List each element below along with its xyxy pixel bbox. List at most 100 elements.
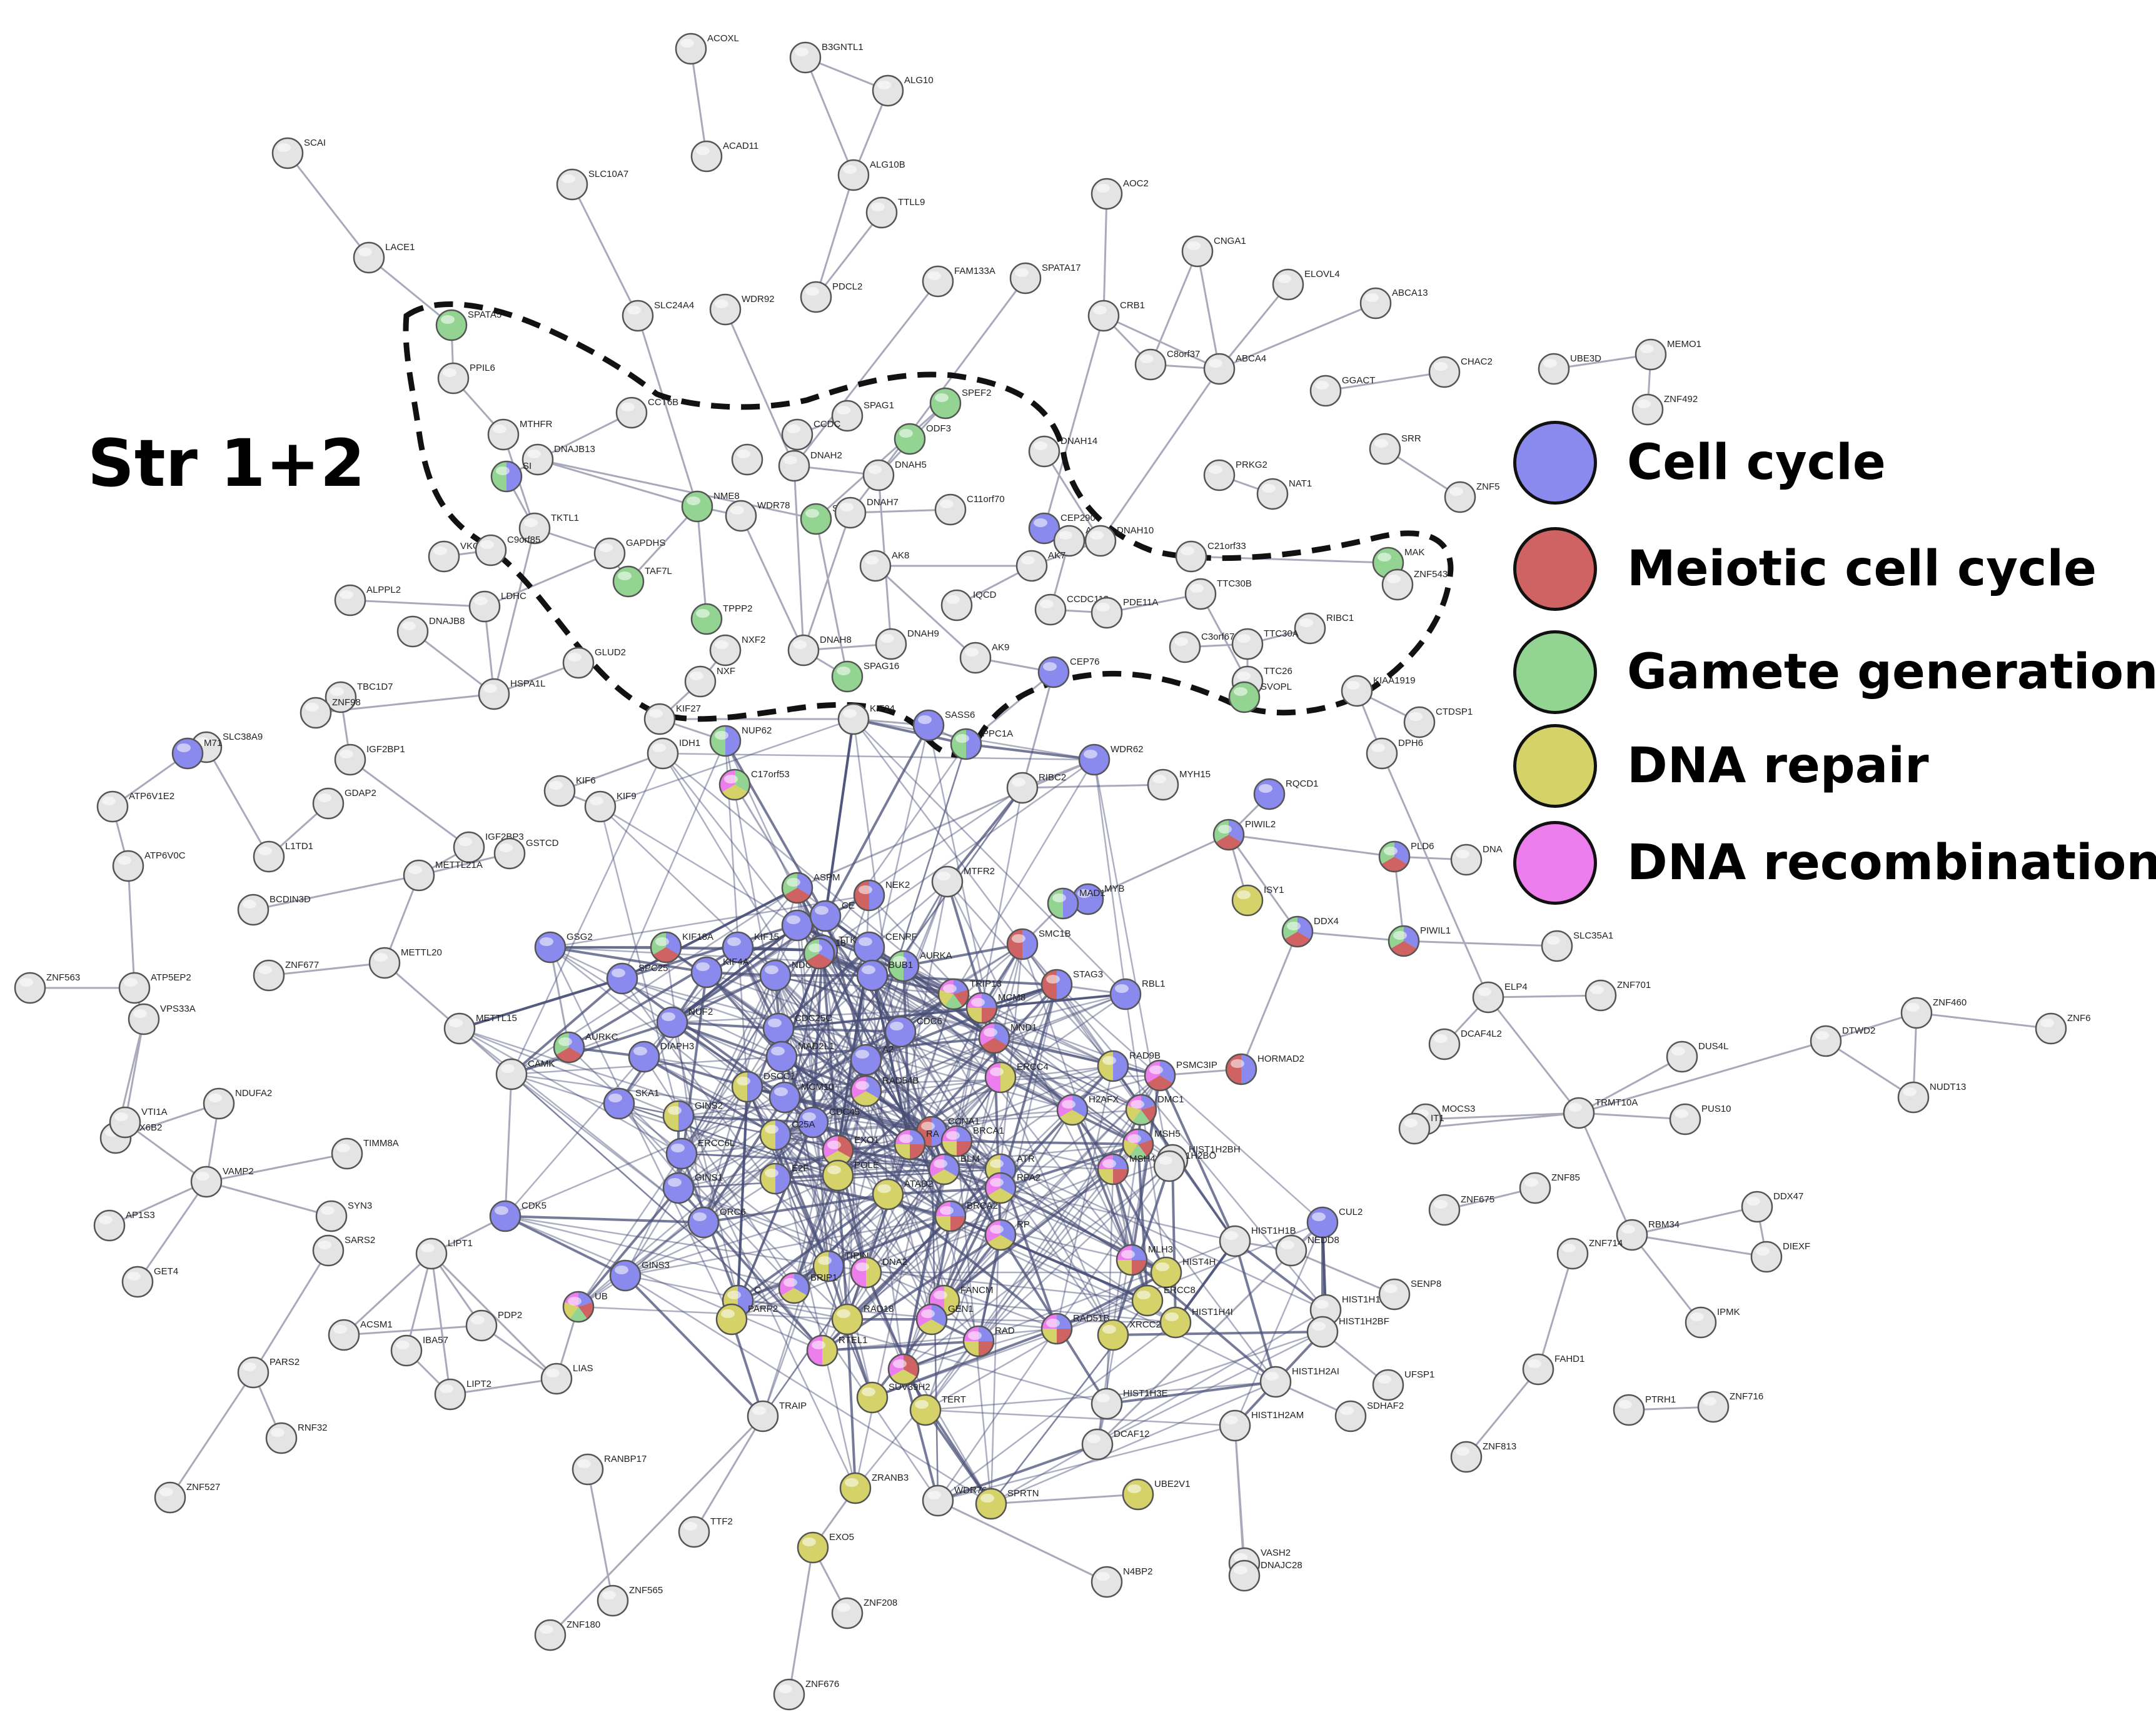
node-hist1h2ai[interactable]: HIST1H2AI [1259, 1366, 1339, 1398]
node-znf5[interactable]: ZNF5 [1444, 481, 1500, 513]
node-cep290[interactable]: CEP290 [1028, 512, 1096, 545]
node-aoc2[interactable]: AOC2 [1091, 178, 1149, 210]
node-elovl4[interactable]: ELOVL4 [1272, 268, 1340, 301]
node-cep76[interactable]: CEP76 [1037, 656, 1100, 688]
node-kif15[interactable]: KIF15 [722, 931, 779, 964]
node-mnd1[interactable]: MND1 [978, 1022, 1037, 1054]
node-dnajc28[interactable]: DNAJC28 [1228, 1559, 1302, 1592]
node-tmem71[interactable]: M71 [171, 737, 222, 770]
node-dna[interactable]: DNA [1450, 843, 1503, 876]
node-syn3[interactable]: SYN3 [315, 1200, 372, 1232]
node-exo5[interactable]: EXO5 [797, 1531, 854, 1564]
node-rtel1[interactable]: RTEL1 [806, 1334, 867, 1367]
node-spata5[interactable]: SPATA5 [435, 309, 501, 341]
node-nme8[interactable]: NME8 [681, 490, 740, 523]
node-dcaf12[interactable]: DCAF12 [1081, 1428, 1150, 1461]
node-znf208[interactable]: ZNF208 [831, 1597, 897, 1629]
node-ribc2[interactable]: RIBC2 [1006, 772, 1066, 804]
node-igf2bp1[interactable]: IGF2BP1 [334, 743, 405, 776]
node-slc35a1[interactable]: SLC35A1 [1541, 930, 1613, 962]
node-plk1a[interactable]: PPC1A [950, 728, 1013, 760]
node-piwil2[interactable]: PIWIL2 [1212, 818, 1276, 851]
node-xrcc2[interactable]: XRCC2 [1097, 1319, 1161, 1351]
node-l1td1[interactable]: L1TD1 [253, 840, 313, 873]
node-dnah9[interactable]: DNAH9 [875, 628, 939, 660]
node-taf7l[interactable]: TAF7L [612, 565, 672, 598]
node-pdp2[interactable]: PDP2 [465, 1309, 522, 1342]
node-fam133a[interactable]: FAM133A [922, 265, 995, 298]
node-orc6[interactable]: ORC6 [687, 1206, 746, 1239]
node-hspa1l[interactable]: HSPA1L [478, 678, 545, 710]
node-rad51ap[interactable]: RA [894, 1128, 939, 1161]
node-ube2v1[interactable]: UBE2V1 [1122, 1478, 1191, 1511]
node-ube3d[interactable]: UBE3D [1538, 353, 1601, 385]
node-hist4h4[interactable]: HIST4H [1150, 1256, 1216, 1289]
node-chac2[interactable]: CHAC2 [1428, 356, 1493, 388]
node-wdr62[interactable]: WDR62 [1078, 743, 1144, 776]
node-slc24a4[interactable]: SLC24A4 [622, 300, 694, 332]
node-rnf32[interactable]: RNF32 [265, 1422, 328, 1454]
node-dus4l[interactable]: DUS4L [1666, 1040, 1728, 1073]
node-h2afx[interactable]: H2AFX [1056, 1094, 1119, 1126]
node-ak8[interactable]: AK8 [859, 550, 909, 582]
node-nedd8[interactable]: NEDD8 [1275, 1234, 1339, 1267]
node-msh4[interactable]: MSH4 [1097, 1153, 1156, 1186]
node-atad2[interactable]: ATAD2 [872, 1178, 933, 1211]
node-rbl1[interactable]: RBL1 [1109, 978, 1166, 1010]
node-suv39h2[interactable]: SUV39H2 [856, 1381, 930, 1414]
node-sass6[interactable]: SASS6 [912, 709, 975, 742]
node-aspm[interactable]: ASPM [781, 872, 840, 904]
node-abca13[interactable]: ABCA13 [1359, 287, 1428, 320]
node-gen1[interactable]: GEN1 [915, 1303, 974, 1336]
node-senp8[interactable]: SENP8 [1378, 1278, 1441, 1311]
node-rad51c[interactable]: RAD [962, 1325, 1015, 1357]
node-traip[interactable]: TRAIP [747, 1400, 807, 1432]
node-nek2[interactable]: NEK2 [853, 879, 910, 912]
node-lias[interactable]: LIAS [540, 1362, 593, 1395]
node-pus10[interactable]: PUS10 [1669, 1103, 1731, 1135]
node-atp6v1e2[interactable]: ATP6V1E2 [96, 790, 174, 823]
node-aurka[interactable]: AURKA [887, 950, 952, 982]
node-psmc3ip[interactable]: PSMC3IP [1144, 1059, 1217, 1092]
node-kif24[interactable]: KIF24 [837, 703, 895, 735]
node-mocs3b[interactable]: IT1 [1398, 1112, 1444, 1145]
node-znf180[interactable]: ZNF180 [534, 1619, 600, 1651]
node-rqcd1[interactable]: RQCD1 [1253, 778, 1319, 810]
node-cdc45[interactable]: CDC45 [797, 1106, 860, 1139]
node-hist1h2am[interactable]: HIST1H2AM [1219, 1409, 1304, 1442]
node-vamp2[interactable]: VAMP2 [190, 1166, 254, 1198]
node-ribc1[interactable]: RIBC1 [1294, 612, 1354, 645]
node-c21orf33[interactable]: C21orf33 [1175, 540, 1246, 573]
node-gdap2[interactable]: GDAP2 [312, 787, 376, 820]
node-mettl15[interactable]: METTL15 [443, 1012, 517, 1045]
node-dtwd2[interactable]: DTWD2 [1810, 1025, 1875, 1057]
node-iba57[interactable]: IBA57 [390, 1334, 448, 1367]
node-znf677[interactable]: ZNF677 [253, 959, 319, 992]
node-diexf[interactable]: DIEXF [1750, 1241, 1810, 1273]
node-brca2[interactable]: BRCA2 [934, 1200, 998, 1232]
node-ccdc[interactable]: CCDC [781, 418, 840, 451]
node-znf85[interactable]: ZNF85 [1519, 1172, 1580, 1204]
node-znf676[interactable]: ZNF676 [773, 1678, 839, 1711]
node-hist1h3e[interactable]: HIST1H3E [1091, 1387, 1168, 1420]
node-rad54b[interactable]: RAD54B [850, 1075, 919, 1107]
node-dnah5[interactable]: DNAH5 [862, 459, 927, 491]
node-ptrh1[interactable]: PTRH1 [1613, 1394, 1676, 1426]
node-diaph3[interactable]: DIAPH3 [628, 1040, 694, 1073]
node-ttc30a[interactable]: TTC30A [1231, 628, 1299, 660]
node-dnajb13[interactable]: DNAJB13 [521, 443, 595, 476]
node-dnah2[interactable]: DNAH2 [778, 450, 842, 482]
node-mlh3[interactable]: MLH3 [1116, 1244, 1173, 1276]
node-trmt10a[interactable]: TRMT10A [1563, 1097, 1638, 1129]
node-vps33a[interactable]: VPS33A [128, 1003, 196, 1035]
node-rpa2[interactable]: RPA2 [984, 1172, 1040, 1204]
node-lace1[interactable]: LACE1 [353, 241, 415, 274]
node-ak7[interactable]: AK7 [1015, 550, 1065, 582]
node-alg10[interactable]: ALG10 [872, 74, 934, 107]
node-znf527[interactable]: ZNF527 [154, 1481, 220, 1514]
node-cdca2[interactable]: A2 [850, 1044, 894, 1076]
node-dmc1[interactable]: DMC1 [1125, 1094, 1184, 1126]
node-wdr92[interactable]: WDR92 [709, 293, 775, 326]
node-mad2l1[interactable]: MAD2L1 [765, 1040, 834, 1073]
node-c3orf67[interactable]: C3orf67 [1169, 631, 1234, 663]
